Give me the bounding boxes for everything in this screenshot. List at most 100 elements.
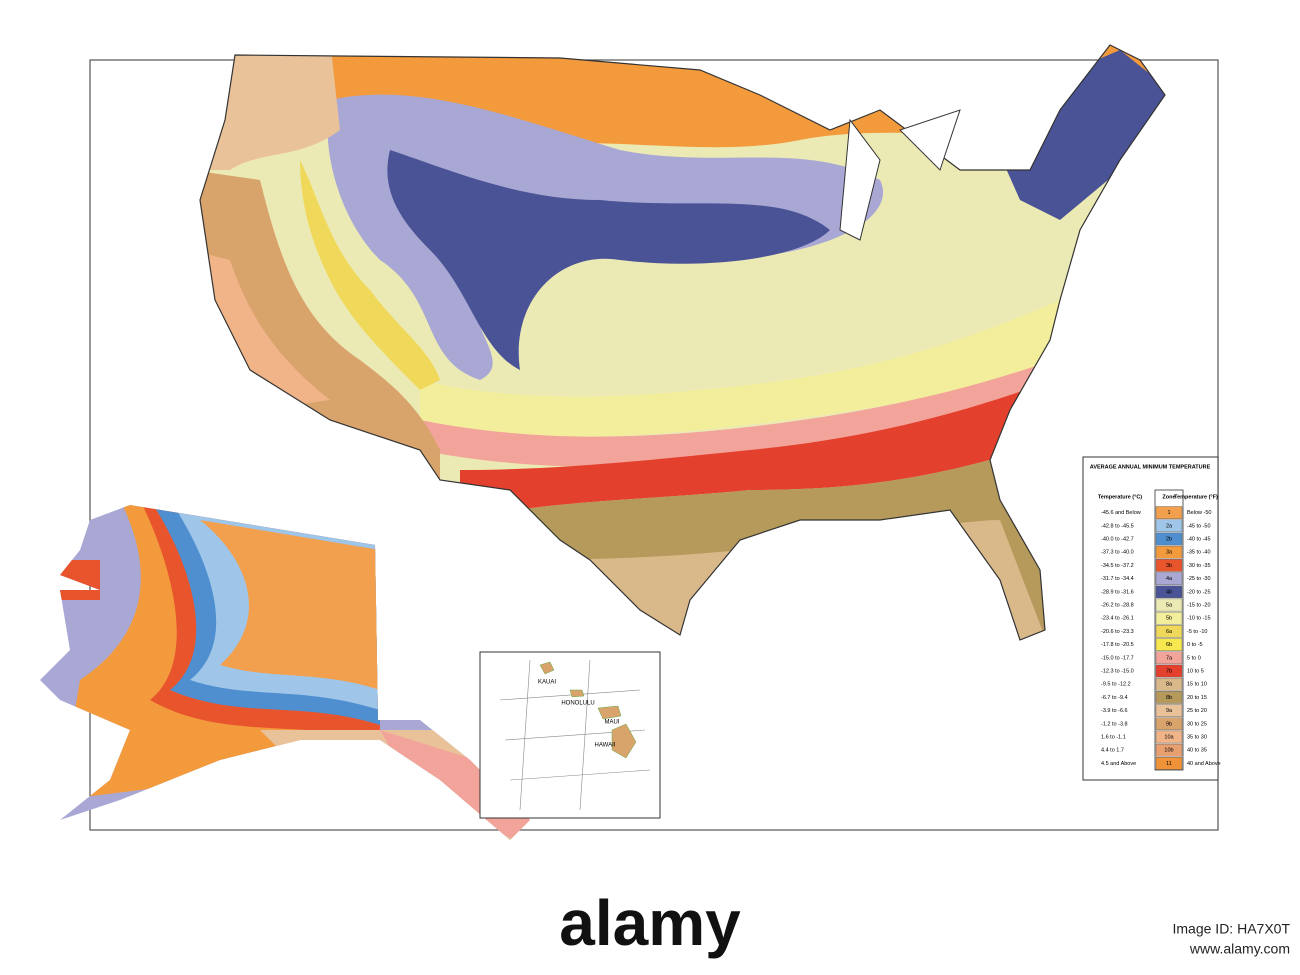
zone-swatch [1155,651,1183,665]
legend-box [1082,456,1219,781]
celsius-range: -34.5 to -37.2 [1101,563,1134,569]
legend: AVERAGE ANNUAL MINIMUM TEMPERATURE Tempe… [1082,456,1221,781]
island-label: HAWAII [595,743,616,749]
zone-swatch [1155,532,1183,546]
zone-swatch [1155,545,1183,559]
zone-swatch [1155,625,1183,638]
fahrenheit-range: 30 to 25 [1187,721,1207,727]
zone-swatch [1155,638,1183,651]
fahrenheit-range: 20 to 15 [1187,695,1207,701]
zone-swatch [1155,664,1183,678]
fahrenheit-range: 0 to -5 [1187,642,1203,648]
zone-label: 11 [1166,761,1172,767]
zone-label: 10b [1164,748,1173,754]
fahrenheit-range: Below -50 [1187,510,1211,516]
zone-label: 5a [1166,602,1173,608]
celsius-range: -17.8 to -20.5 [1101,642,1134,648]
watermark-id: Image ID: HA7X0T [1173,921,1291,937]
fahrenheit-range: -15 to -20 [1187,602,1211,608]
fahrenheit-range: 40 and Above [1187,761,1221,767]
zone-swatch [1155,585,1183,599]
zone-swatch [1155,691,1183,704]
zone-label: 4b [1166,589,1172,595]
celsius-range: -37.3 to -40.0 [1101,550,1134,556]
zone-label: 7a [1166,655,1173,661]
zone-swatch [1155,572,1183,585]
zone-label: 9b [1166,721,1172,727]
fahrenheit-range: 35 to 30 [1187,734,1207,740]
zone-label: 6a [1166,629,1173,635]
legend-header: Zone [1162,494,1175,500]
zone-label: 9a [1166,708,1173,714]
zone-label: 7b [1166,668,1172,674]
legend-header: Temperature (°F) [1174,494,1218,500]
celsius-range: -45.6 and Below [1101,510,1141,516]
celsius-range: -3.9 to -6.6 [1101,708,1128,714]
celsius-range: -1.2 to -3.8 [1101,721,1128,727]
hawaii-islands [539,661,637,759]
fahrenheit-range: 5 to 0 [1187,655,1201,661]
zone-swatch [1155,743,1183,757]
fahrenheit-range: -10 to -15 [1187,616,1211,622]
fahrenheit-range: 15 to 10 [1187,682,1207,688]
celsius-range: 1.6 to -1.1 [1101,734,1126,740]
map-frame [89,59,1219,831]
fahrenheit-range: 40 to 35 [1187,748,1207,754]
celsius-range: -20.6 to -23.3 [1101,629,1134,635]
zone-swatch [1155,704,1183,717]
zone-swatch [1155,611,1183,625]
zone-label: 2b [1166,536,1172,542]
zone-label: 6b [1166,642,1172,648]
celsius-range: -12.3 to -15.0 [1101,668,1134,674]
island-label: KAUAI [538,680,556,686]
zone-label: 2a [1166,523,1173,529]
fahrenheit-range: -30 to -35 [1187,563,1211,569]
watermark-band [0,885,1300,975]
celsius-range: -6.7 to -9.4 [1101,695,1128,701]
celsius-range: -40.0 to -42.7 [1101,536,1134,542]
celsius-range: -23.4 to -26.1 [1101,616,1134,622]
celsius-range: -42.8 to -45.5 [1101,523,1134,529]
zone-swatch [1155,559,1183,572]
celsius-range: 4.4 to 1.7 [1101,748,1124,754]
celsius-range: -31.7 to -34.4 [1101,576,1134,582]
celsius-range: -15.0 to -17.7 [1101,655,1134,661]
legend-header: Temperature (°C) [1098,494,1142,500]
zone-label: 10a [1164,734,1174,740]
fahrenheit-range: -20 to -25 [1187,589,1211,595]
celsius-range: -26.2 to -28.8 [1101,602,1134,608]
celsius-range: 4.5 and Above [1101,761,1136,767]
zone-label: 4a [1166,576,1173,582]
watermark-brand: alamy [559,887,741,959]
legend-title: AVERAGE ANNUAL MINIMUM TEMPERATURE [1090,464,1211,470]
great-lakes [839,109,961,241]
zone-swatch [1155,506,1183,519]
zone-label: 5b [1166,616,1172,622]
fahrenheit-range: 25 to 20 [1187,708,1207,714]
fahrenheit-range: -25 to -30 [1187,576,1211,582]
zone-label: 1 [1167,510,1170,516]
island-label: MAUI [605,720,620,726]
watermark-url: www.alamy.com [1189,941,1290,957]
zone-label: 8a [1166,682,1173,688]
fahrenheit-range: -5 to -10 [1187,629,1207,635]
zone-swatch [1155,757,1183,770]
celsius-range: -28.9 to -31.6 [1101,589,1134,595]
zone-swatch [1155,730,1183,744]
hawaii-graticule [499,659,651,811]
zone-label: 8b [1166,695,1172,701]
zone-label: 3b [1166,563,1172,569]
zone-swatch [1155,677,1183,691]
fahrenheit-range: -40 to -45 [1187,536,1211,542]
alaska [40,505,530,840]
fahrenheit-range: -35 to -40 [1187,550,1211,556]
hawaii-inset [479,651,661,819]
zone-swatch [1155,598,1183,612]
celsius-range: -9.5 to -12.2 [1101,682,1131,688]
zone-swatch [1155,717,1183,731]
zone-label: 3a [1166,550,1173,556]
zone-swatch [1155,519,1183,533]
fahrenheit-range: -45 to -50 [1187,523,1211,529]
